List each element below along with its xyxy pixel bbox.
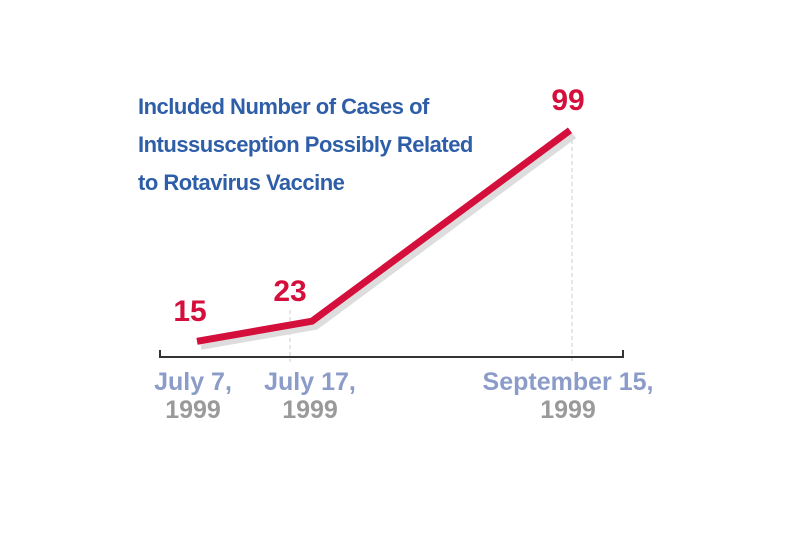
x-tick-label: July 17, 1999 <box>264 368 356 424</box>
x-tick-label: September 15, 1999 <box>483 368 654 424</box>
chart-title: to Rotavirus Vaccine <box>138 170 345 195</box>
line <box>196 127 573 345</box>
data-label: 99 <box>551 84 584 117</box>
x-tick-label: July 7, 1999 <box>154 368 232 424</box>
data-label: 15 <box>173 295 206 328</box>
x-tick-label-line: July 17, <box>264 368 356 396</box>
data-label: 23 <box>273 275 306 308</box>
x-tick-label-line: September 15, <box>483 368 654 396</box>
x-axis <box>159 350 624 358</box>
chart-title: Intussusception Possibly Related <box>138 132 473 157</box>
chart-title: Included Number of Cases of <box>138 94 430 119</box>
x-tick-label-line: 1999 <box>282 396 338 424</box>
x-tick-label-line: 1999 <box>165 396 221 424</box>
x-tick-label-line: July 7, <box>154 368 232 396</box>
x-tick-label-line: 1999 <box>540 396 596 424</box>
line-shadow <box>200 132 577 350</box>
